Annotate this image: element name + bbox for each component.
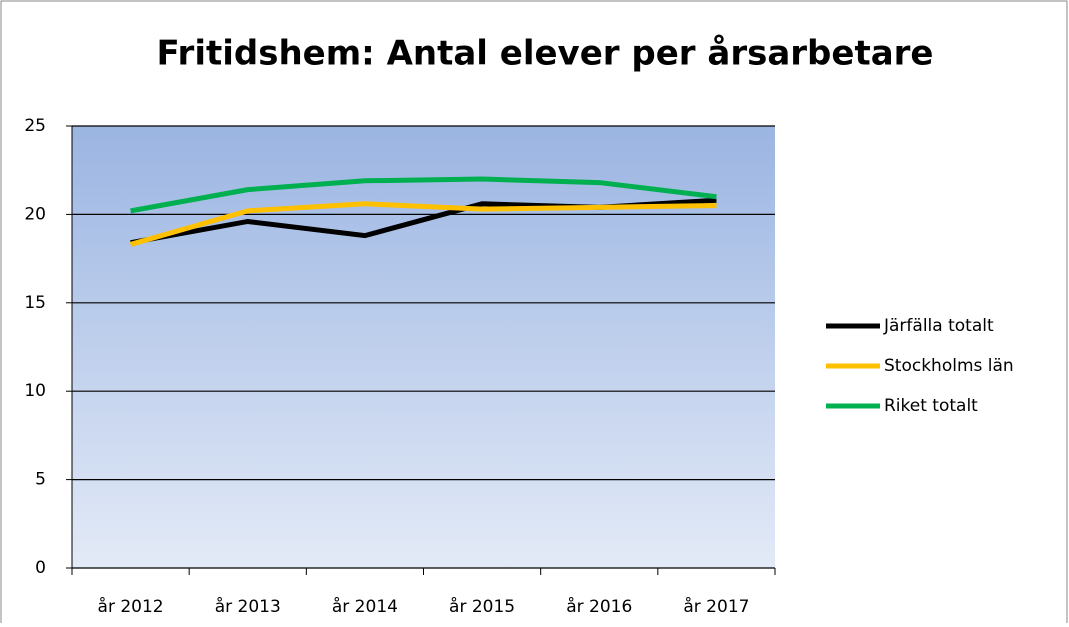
series-line (130, 176, 717, 214)
x-tick-label: år 2017 (683, 596, 749, 617)
x-tick-label: år 2016 (566, 596, 632, 617)
legend-label: Järfälla totalt (883, 316, 994, 336)
y-tick-label: 10 (24, 381, 46, 401)
chart-title: Fritidshem: Antal elever per årsarbetare (157, 34, 934, 74)
x-tick-label: år 2014 (332, 596, 398, 617)
x-tick-label: år 2015 (449, 596, 515, 617)
y-tick-label: 25 (24, 116, 46, 136)
y-tick-label: 20 (24, 204, 46, 224)
x-tick-label: år 2013 (215, 596, 281, 617)
y-tick-label: 5 (35, 470, 46, 490)
legend-label: Riket totalt (884, 396, 978, 416)
x-tick-label: år 2012 (98, 596, 164, 617)
y-tick-label: 0 (35, 558, 46, 578)
y-tick-label: 15 (24, 293, 46, 313)
series-line (129, 201, 717, 247)
legend-label: Stockholms län (884, 356, 1014, 376)
